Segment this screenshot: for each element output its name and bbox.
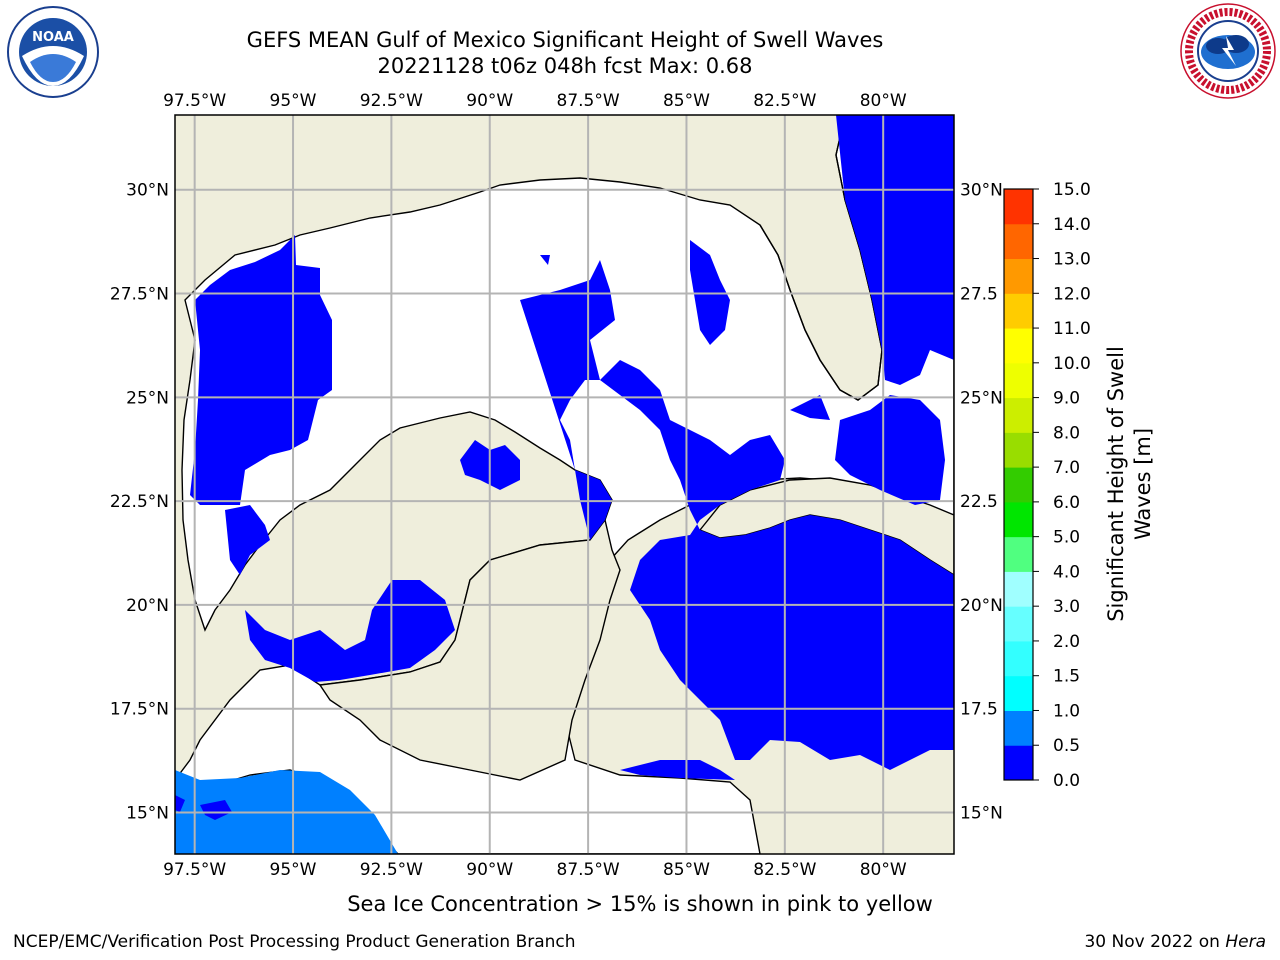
- colorbar-tick-label: 4.0: [1053, 562, 1080, 582]
- colorbar-segment: [1004, 397, 1033, 433]
- colorbar-tick-label: 14.0: [1053, 215, 1091, 235]
- colorbar-segment: [1004, 675, 1033, 711]
- footer-host: Hera: [1225, 932, 1266, 952]
- colorbar-segment: [1004, 223, 1033, 260]
- footer-date: 30 Nov 2022 on Hera: [1084, 932, 1266, 952]
- lon-labels-bottom: 97.5°W 95°W 92.5°W 90°W 87.5°W 85°W 82.5°W 80°W: [163, 860, 907, 880]
- lon-label-bottom: 97.5°W: [163, 860, 226, 880]
- lon-labels-top: 97.5°W 95°W 92.5°W 90°W 87.5°W 85°W 82.5°W 80°W: [163, 91, 907, 111]
- lat-label-right: 15°N: [960, 803, 1003, 823]
- colorbar-segment: [1004, 571, 1033, 607]
- lat-label-left: 20°N: [126, 596, 169, 616]
- colorbar-tick-label: 1.5: [1053, 667, 1080, 687]
- colorbar-segment: [1004, 432, 1033, 468]
- chart-subtitle: 20221128 t06z 048h fcst Max: 0.68: [377, 54, 753, 78]
- lon-label-top: 87.5°W: [557, 91, 620, 111]
- colorbar-segment: [1004, 606, 1033, 642]
- colorbar-segment: [1004, 501, 1033, 538]
- colorbar-segment: [1004, 710, 1033, 746]
- colorbar-tick-label: 15.0: [1053, 180, 1091, 200]
- colorbar-frame: [1003, 188, 1034, 781]
- colorbar-segment: [1004, 293, 1033, 329]
- colorbar-tick-label: 3.0: [1053, 597, 1080, 617]
- colorbar-tick-label: 12.0: [1053, 284, 1091, 304]
- nws-logo: [1180, 3, 1276, 99]
- lon-label-bottom: 87.5°W: [557, 860, 620, 880]
- colorbar-segment: [1004, 258, 1033, 294]
- lat-labels-left: 30°N 27.5°N 25°N 22.5°N 20°N 17.5°N 15°N: [110, 181, 169, 824]
- colorbar-tick-label: 0.0: [1053, 771, 1080, 791]
- map-frame: [174, 114, 955, 855]
- colorbar-tick-label: 8.0: [1053, 423, 1080, 443]
- colorbar-label-line1: Significant Height of Swell: [1104, 346, 1128, 622]
- lat-label-right: 25°N: [960, 388, 1003, 408]
- lat-label-right: 17.5: [960, 700, 998, 720]
- colorbar-label-line2: Waves [m]: [1131, 428, 1155, 540]
- colorbar-tick-label: 2.0: [1053, 632, 1080, 652]
- lat-label-left: 27.5°N: [110, 285, 169, 305]
- lat-label-left: 30°N: [126, 181, 169, 201]
- lat-label-right: 30°N: [960, 181, 1003, 201]
- lon-label-top: 80°W: [860, 91, 907, 111]
- colorbar-tick-label: 10.0: [1053, 354, 1091, 374]
- lat-label-right: 20°N: [960, 596, 1003, 616]
- colorbar-tick-label: 7.0: [1053, 458, 1080, 478]
- footer-branch: NCEP/EMC/Verification Post Processing Pr…: [13, 932, 576, 952]
- colorbar-segment: [1004, 328, 1033, 364]
- lon-label-bottom: 95°W: [270, 860, 317, 880]
- lon-label-top: 85°W: [663, 91, 710, 111]
- lat-label-left: 15°N: [126, 803, 169, 823]
- lon-label-top: 90°W: [466, 91, 513, 111]
- colorbar-segment: [1004, 362, 1033, 399]
- svg-text:NOAA: NOAA: [32, 30, 74, 45]
- colorbar-tick-label: 13.0: [1053, 250, 1091, 270]
- lon-label-top: 82.5°W: [753, 91, 816, 111]
- lon-label-top: 92.5°W: [360, 91, 423, 111]
- colorbar-tick-label: 0.5: [1053, 736, 1080, 756]
- colorbar-segment: [1004, 745, 1033, 781]
- footer-date-text: 30 Nov 2022 on: [1084, 932, 1226, 952]
- sea-ice-note: Sea Ice Concentration > 15% is shown in …: [347, 892, 933, 916]
- lat-labels-right: 30°N 27.5 25°N 22.5 20°N 17.5 15°N: [960, 181, 1003, 824]
- lat-label-left: 22.5°N: [110, 492, 169, 512]
- lon-label-bottom: 92.5°W: [360, 860, 423, 880]
- graticule: [175, 115, 954, 854]
- colorbar-ticks: 0.0 0.5 1.0 1.5 2.0 3.0 4.0 5.0 6.0 7.0 8.0 9.0 10.0…: [1033, 180, 1091, 791]
- lon-label-top: 95°W: [270, 91, 317, 111]
- colorbar-tick-label: 11.0: [1053, 319, 1091, 339]
- noaa-logo: NOAA: [7, 6, 99, 98]
- lon-label-top: 97.5°W: [163, 91, 226, 111]
- lat-label-left: 17.5°N: [110, 700, 169, 720]
- lon-label-bottom: 85°W: [663, 860, 710, 880]
- lon-label-bottom: 80°W: [860, 860, 907, 880]
- colorbar-tick-label: 5.0: [1053, 528, 1080, 548]
- lat-label-left: 25°N: [126, 388, 169, 408]
- lon-label-bottom: 90°W: [466, 860, 513, 880]
- lon-label-bottom: 82.5°W: [753, 860, 816, 880]
- lat-label-right: 27.5: [960, 285, 998, 305]
- lat-label-right: 22.5: [960, 492, 998, 512]
- colorbar-tick-label: 6.0: [1053, 493, 1080, 513]
- chart-title: GEFS MEAN Gulf of Mexico Significant Hei…: [246, 28, 884, 52]
- colorbar-segment: [1004, 189, 1033, 225]
- colorbar-tick-label: 1.0: [1053, 701, 1080, 721]
- colorbar-segment: [1004, 467, 1033, 503]
- colorbar: [1004, 189, 1033, 781]
- colorbar-tick-label: 9.0: [1053, 389, 1080, 409]
- colorbar-segment: [1004, 640, 1033, 677]
- colorbar-segment: [1004, 536, 1033, 572]
- swell-band-0-0-5-pacific: [175, 795, 232, 820]
